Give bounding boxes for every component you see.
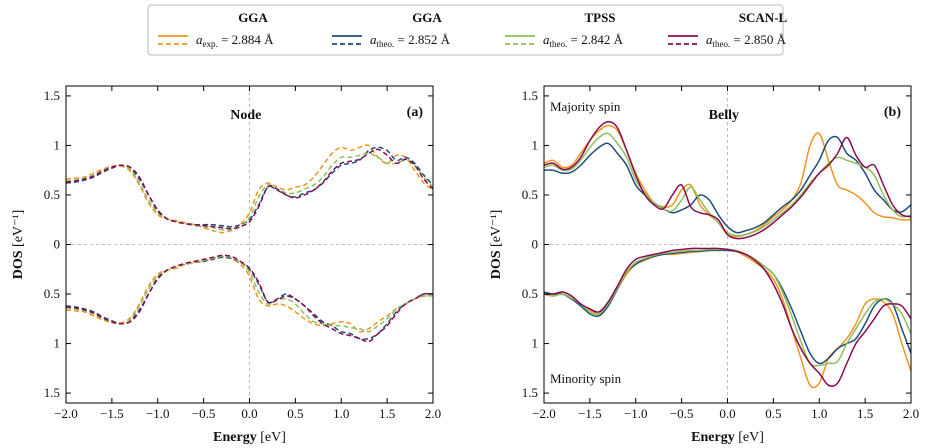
y-axis-label-unit: [eV⁻¹] (489, 210, 504, 251)
annotation: Majority spin (550, 99, 621, 114)
x-tick-label: −1.5 (578, 406, 602, 421)
y-axis-label: DOS [eV⁻¹] (489, 210, 504, 280)
legend-title: SCAN-L (739, 10, 788, 25)
x-tick-label: −2.0 (532, 406, 556, 421)
legend-text: = 2.850 Å (730, 32, 786, 47)
panel-title: Belly (709, 108, 739, 123)
x-tick-label: 0.0 (719, 406, 735, 421)
x-axis-label-name: Energy (691, 430, 735, 445)
x-tick-label: −1.0 (624, 406, 648, 421)
legend-symbol: a (196, 32, 203, 47)
panel-label: (a) (407, 105, 424, 120)
legend-subscript: exp. (203, 39, 218, 49)
x-tick-label: −0.5 (192, 406, 216, 421)
panel-label: (b) (884, 105, 901, 120)
x-tick-label: 1.0 (811, 406, 827, 421)
line-series (544, 132, 911, 237)
y-tick-label: 0.5 (522, 187, 538, 202)
series-group (544, 120, 911, 389)
y-axis-label-name: DOS (489, 250, 504, 279)
legend-title: TPSS (584, 10, 615, 25)
y-tick-label: 1 (532, 137, 539, 152)
y-tick-label: 0 (54, 237, 61, 252)
x-axis-label-unit: [eV] (257, 430, 286, 445)
x-axis-label-name: Energy (213, 430, 257, 445)
line-series (66, 148, 433, 230)
x-tick-label: 2.0 (903, 406, 919, 421)
legend-box (147, 4, 784, 56)
x-tick-label: 0.0 (241, 406, 257, 421)
y-tick-label: 0.5 (44, 187, 60, 202)
y-tick-label: 0.5 (44, 286, 60, 301)
line-series (66, 255, 433, 333)
annotation: Minority spin (550, 371, 622, 386)
legend-symbol: a (543, 32, 550, 47)
x-tick-label: 1.5 (379, 406, 395, 421)
legend-label: aexp. = 2.884 Å (196, 32, 274, 49)
y-tick-label: 1 (54, 137, 61, 152)
line-series (66, 152, 433, 231)
x-tick-label: −1.0 (146, 406, 170, 421)
x-tick-label: 0.5 (287, 406, 303, 421)
legend-subscript: theo. (713, 39, 731, 49)
x-tick-label: 2.0 (425, 406, 441, 421)
legend-symbol: a (706, 32, 713, 47)
legend-text: = 2.884 Å (218, 32, 274, 47)
y-tick-label: 1.5 (44, 385, 60, 400)
y-tick-label: 0.5 (522, 286, 538, 301)
panel-title: Node (230, 108, 261, 123)
y-tick-label: 0 (532, 237, 539, 252)
line-series (66, 255, 433, 333)
y-tick-label: 1 (54, 336, 61, 351)
x-tick-label: −2.0 (54, 406, 78, 421)
legend-label: atheo. = 2.850 Å (706, 32, 787, 49)
legend-subscript: theo. (550, 39, 568, 49)
x-tick-label: −1.5 (100, 406, 124, 421)
legend-label: atheo. = 2.852 Å (370, 32, 451, 49)
x-axis-label: Energy [eV] (213, 430, 286, 445)
line-series (66, 254, 433, 343)
x-tick-label: −0.5 (670, 406, 694, 421)
x-axis-label: Energy [eV] (691, 430, 764, 445)
legend-subscript: theo. (377, 39, 395, 49)
legend-symbol: a (370, 32, 377, 47)
legend-label: atheo. = 2.842 Å (543, 32, 624, 49)
y-tick-label: 1.5 (44, 88, 60, 103)
y-tick-label: 1.5 (522, 385, 538, 400)
line-series (544, 249, 911, 365)
x-tick-label: 1.0 (333, 406, 349, 421)
series-group (66, 144, 433, 343)
x-axis-label-unit: [eV] (735, 430, 764, 445)
legend-text: = 2.852 Å (394, 32, 450, 47)
legend-title: GGA (412, 10, 442, 25)
y-axis-label: DOS [eV⁻¹] (11, 210, 26, 280)
line-series (544, 120, 911, 240)
y-tick-label: 1 (532, 336, 539, 351)
line-series (544, 135, 911, 234)
y-tick-label: 1.5 (522, 88, 538, 103)
x-tick-label: 0.5 (765, 406, 781, 421)
legend-text: = 2.842 Å (567, 32, 623, 47)
line-series (544, 248, 911, 389)
y-axis-label-name: DOS (11, 250, 26, 279)
legend-title: GGA (238, 10, 268, 25)
y-axis-label-unit: [eV⁻¹] (11, 210, 26, 251)
line-series (544, 247, 911, 387)
x-tick-label: 1.5 (857, 406, 873, 421)
line-series (66, 144, 433, 234)
